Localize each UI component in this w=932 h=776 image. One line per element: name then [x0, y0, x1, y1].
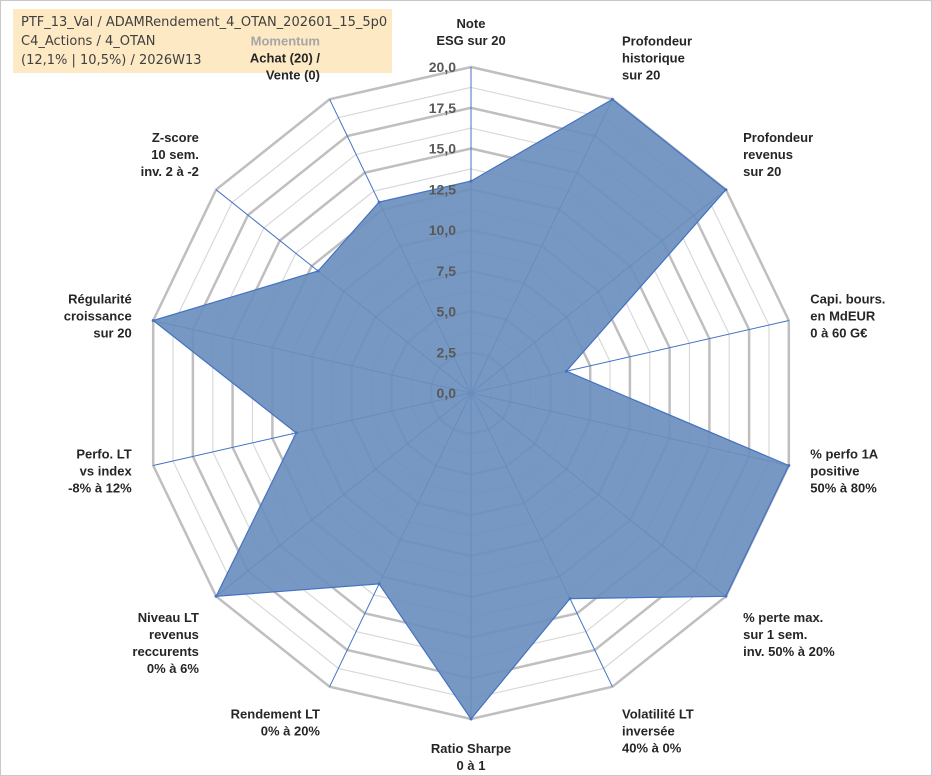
- axis-label-line: % perfo 1A: [810, 446, 879, 461]
- portfolio-performance: (12,1% | 10,5%) / 2026W13: [21, 53, 202, 68]
- axis-label-line: Momentum: [251, 34, 320, 49]
- radar-series: [151, 97, 791, 721]
- series-point: [377, 582, 381, 586]
- axis-label: Rendement LT 0% à 20%: [231, 707, 321, 739]
- axis-label-line: croissance: [64, 309, 132, 324]
- axis-label: Momentum Achat (20) / Vente (0): [250, 34, 320, 83]
- axis-label-line: 10 sem.: [151, 147, 199, 162]
- axis-label-line: reccurents: [132, 644, 198, 659]
- axis-label: Profondeur revenus sur 20: [743, 130, 813, 179]
- series-point: [469, 179, 473, 183]
- axis-label: Capi. bours. en MdEUR 0 à 60 G€: [810, 292, 885, 341]
- axis-label: % perfo 1A positive 50% à 80%: [810, 446, 879, 495]
- axis-label-line: 0% à 20%: [261, 724, 321, 739]
- tick-label: 10,0: [429, 222, 456, 238]
- axis-label-line: 0% à 6%: [147, 661, 199, 676]
- portfolio-name: PTF_13_Val / ADAMRendement_4_OTAN_202601…: [21, 15, 388, 30]
- series-point: [610, 97, 614, 101]
- axis-label: Perfo. LT vs index -8% à 12%: [68, 446, 132, 495]
- tick-label: 20,0: [429, 59, 456, 75]
- axis-label-line: sur 1 sem.: [743, 627, 807, 642]
- tick-label: 5,0: [437, 304, 457, 320]
- axis-label-line: Vente (0): [266, 68, 320, 83]
- axis-label-line: 50% à 80%: [810, 480, 877, 495]
- axis-label-line: 0 à 1: [457, 758, 486, 773]
- radar-ticks: 0,0 2,5 5,0 7,5 10,0 12,5 15,0 17,5 20,0: [429, 59, 456, 401]
- tick-label: 15,0: [429, 141, 456, 157]
- axis-label-line: Perfo. LT: [76, 446, 131, 461]
- axis-label: Volatilité LT inversée 40% à 0%: [622, 707, 694, 756]
- series-point: [377, 200, 381, 204]
- axis-label-line: Achat (20) /: [250, 51, 320, 66]
- axis-label-line: 0 à 60 G€: [810, 326, 867, 341]
- axis-label-line: Ratio Sharpe: [431, 741, 511, 756]
- axis-label-line: Profondeur: [622, 34, 692, 49]
- axis-label-line: vs index: [80, 463, 133, 478]
- axis-label-line: inversée: [622, 724, 675, 739]
- axis-label: Z-score 10 sem. inv. 2 à -2: [141, 130, 199, 179]
- axis-label-line: Profondeur: [743, 130, 813, 145]
- portfolio-category: C4_Actions / 4_OTAN: [21, 34, 156, 49]
- axis-label: Ratio Sharpe 0 à 1: [431, 741, 511, 773]
- series-point: [214, 594, 218, 598]
- axis-label-line: ESG sur 20: [436, 33, 505, 48]
- portfolio-info-box: PTF_13_Val / ADAMRendement_4_OTAN_202601…: [13, 9, 392, 73]
- axis-label-line: sur 20: [622, 68, 660, 83]
- axis-label: Profondeur historique sur 20: [622, 34, 692, 83]
- axis-label-line: revenus: [149, 627, 199, 642]
- series-point: [724, 594, 728, 598]
- tick-label: 12,5: [429, 181, 456, 197]
- tick-label: 2,5: [437, 344, 457, 360]
- axis-label-line: -8% à 12%: [68, 480, 132, 495]
- axis-label: % perte max. sur 1 sem. inv. 50% à 20%: [743, 610, 835, 659]
- axis-label-line: Niveau LT: [138, 610, 199, 625]
- axis-label-line: Z-score: [152, 130, 199, 145]
- series-point: [316, 269, 320, 273]
- axis-label-line: 40% à 0%: [622, 741, 682, 756]
- series-area: [151, 98, 790, 720]
- axis-label-line: Rendement LT: [231, 707, 320, 722]
- series-point: [787, 464, 791, 467]
- axis-label-line: en MdEUR: [810, 309, 876, 324]
- axis-label-line: revenus: [743, 147, 793, 162]
- axis-label-line: historique: [622, 51, 685, 66]
- tick-label: 0,0: [437, 385, 457, 401]
- axis-label-line: Volatilité LT: [622, 707, 694, 722]
- axis-label-line: positive: [810, 463, 859, 478]
- series-point: [564, 369, 568, 373]
- axis-label: Niveau LT revenus reccurents 0% à 6%: [132, 610, 199, 676]
- series-point: [294, 431, 298, 435]
- axis-label-line: inv. 50% à 20%: [743, 644, 835, 659]
- axis-label-line: sur 20: [743, 164, 781, 179]
- axis-label-line: % perte max.: [743, 610, 823, 625]
- series-point: [724, 188, 728, 192]
- axis-label-line: sur 20: [93, 326, 131, 341]
- axis-label-line: inv. 2 à -2: [141, 164, 199, 179]
- series-point: [568, 597, 572, 601]
- axis-label-line: Capi. bours.: [810, 292, 885, 307]
- axis-label-line: Note: [457, 16, 486, 31]
- tick-label: 7,5: [437, 263, 457, 279]
- series-point: [151, 319, 155, 322]
- radar-axis-labels: Note ESG sur 20 Profondeur historique sur 20…: [64, 16, 886, 773]
- series-point: [469, 717, 473, 721]
- axis-label: Note ESG sur 20: [436, 16, 505, 48]
- tick-label: 17,5: [429, 100, 456, 116]
- axis-label-line: Régularité: [68, 292, 132, 307]
- axis-label: Régularité croissance sur 20: [64, 292, 132, 341]
